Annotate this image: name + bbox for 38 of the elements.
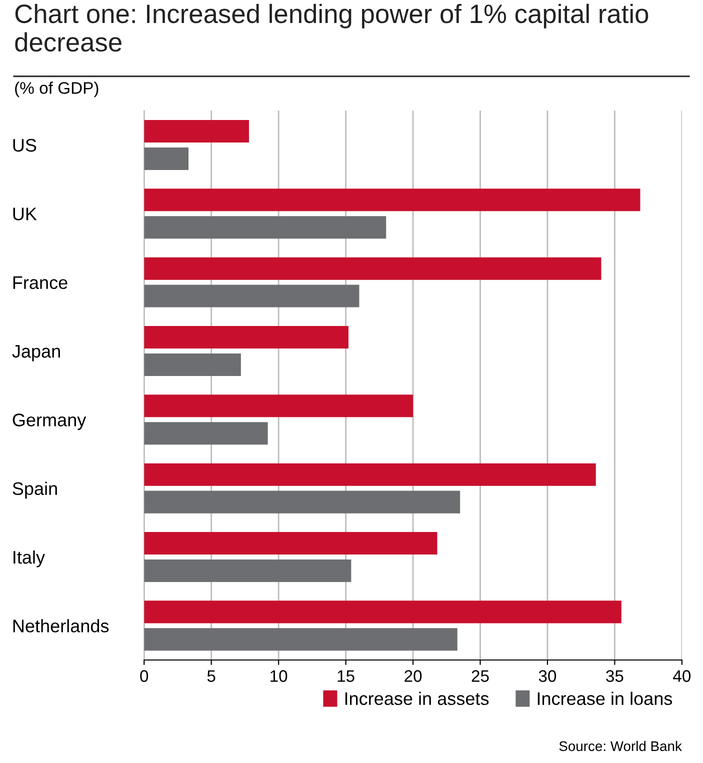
source-note: Source: World Bank: [559, 740, 682, 752]
chart-title: Chart one: Increased lending power of 1% capital ratio decrease: [15, 4, 648, 52]
bar: [144, 353, 241, 376]
y-tick-label: US: [13, 138, 36, 152]
x-tick-label: 20: [404, 670, 422, 682]
y-tick-label: UK: [13, 208, 37, 220]
legend-label: Increase in assets: [345, 692, 489, 706]
bar: [144, 600, 622, 624]
bar: [144, 559, 352, 582]
x-tick-label: 10: [270, 670, 288, 682]
y-tick-label: Spain: [12, 482, 57, 499]
x-tick-label: 35: [606, 670, 624, 682]
x-tick-label: 40: [673, 670, 691, 682]
bar: [144, 257, 602, 280]
bar: [144, 326, 348, 349]
legend-label: Increase in loans: [538, 692, 672, 706]
bar: [144, 147, 188, 170]
bar: [144, 532, 438, 555]
bar: [144, 490, 460, 514]
bar: [144, 394, 414, 418]
x-tick-label: 0: [140, 670, 148, 682]
x-tick-label: 30: [538, 670, 556, 682]
bar: [144, 284, 360, 308]
bar: [144, 188, 640, 212]
y-tick-label: France: [13, 276, 68, 290]
y-tick-label: Germany: [12, 414, 86, 430]
bar: [144, 216, 386, 239]
y-tick-label: Japan: [12, 345, 60, 362]
bar: [144, 120, 249, 142]
bar: [144, 463, 596, 486]
x-tick-label: 15: [338, 670, 354, 682]
bar: [144, 422, 268, 445]
x-tick-label: 25: [472, 670, 489, 682]
chart-subtitle: (% of GDP): [15, 82, 98, 98]
bar: [144, 628, 458, 651]
y-tick-label: Netherlands: [13, 619, 109, 632]
y-tick-label: Italy: [14, 550, 45, 568]
x-tick-label: 5: [207, 670, 216, 682]
